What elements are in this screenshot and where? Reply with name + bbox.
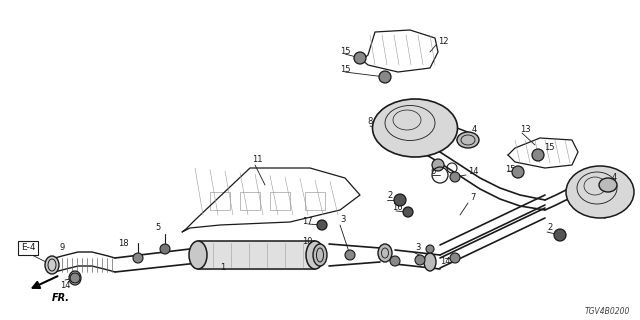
Circle shape (426, 245, 434, 253)
Text: 7: 7 (470, 194, 476, 203)
Text: 2: 2 (547, 223, 552, 233)
Ellipse shape (424, 253, 436, 271)
Circle shape (317, 220, 327, 230)
Circle shape (394, 194, 406, 206)
Ellipse shape (306, 241, 324, 269)
Text: 15: 15 (340, 66, 351, 75)
Ellipse shape (378, 244, 392, 262)
Bar (210, 192, 230, 210)
Text: 2: 2 (387, 191, 392, 201)
Text: 14: 14 (60, 282, 70, 291)
Text: 6: 6 (430, 167, 435, 177)
Text: 5: 5 (155, 223, 160, 233)
Text: 12: 12 (438, 37, 449, 46)
Text: 4: 4 (472, 125, 477, 134)
Text: 1: 1 (220, 263, 225, 273)
Text: 11: 11 (252, 156, 262, 164)
Text: FR.: FR. (52, 293, 70, 303)
Text: 9: 9 (60, 244, 65, 252)
Circle shape (415, 255, 425, 265)
Text: 17: 17 (302, 218, 312, 227)
Text: 4: 4 (612, 173, 617, 182)
Text: 10: 10 (302, 237, 312, 246)
Ellipse shape (69, 271, 81, 285)
Circle shape (390, 256, 400, 266)
Text: 15: 15 (340, 47, 351, 57)
Circle shape (133, 253, 143, 263)
Ellipse shape (189, 241, 207, 269)
Ellipse shape (313, 244, 327, 266)
Circle shape (450, 172, 460, 182)
Ellipse shape (45, 256, 59, 274)
Circle shape (403, 207, 413, 217)
Text: 3: 3 (340, 215, 346, 225)
Ellipse shape (566, 166, 634, 218)
Text: 15: 15 (544, 143, 554, 153)
Circle shape (160, 244, 170, 254)
Circle shape (345, 250, 355, 260)
Text: 13: 13 (520, 125, 531, 134)
Text: TGV4B0200: TGV4B0200 (584, 308, 630, 316)
Circle shape (512, 166, 524, 178)
Circle shape (532, 149, 544, 161)
Bar (270, 192, 290, 210)
Text: 3: 3 (415, 244, 420, 252)
Text: 14: 14 (440, 258, 451, 267)
Circle shape (354, 52, 366, 64)
Ellipse shape (457, 132, 479, 148)
Circle shape (432, 159, 444, 171)
Bar (305, 192, 325, 210)
Circle shape (70, 273, 80, 283)
Ellipse shape (599, 178, 617, 192)
Ellipse shape (372, 99, 458, 157)
Text: 8: 8 (367, 117, 372, 126)
Circle shape (554, 229, 566, 241)
Text: 16: 16 (392, 204, 403, 212)
Text: 18: 18 (118, 238, 129, 247)
Text: 15: 15 (505, 165, 515, 174)
Bar (240, 192, 260, 210)
Circle shape (379, 71, 391, 83)
Circle shape (450, 253, 460, 263)
Text: E-4: E-4 (20, 244, 35, 252)
Text: 14: 14 (468, 167, 479, 177)
